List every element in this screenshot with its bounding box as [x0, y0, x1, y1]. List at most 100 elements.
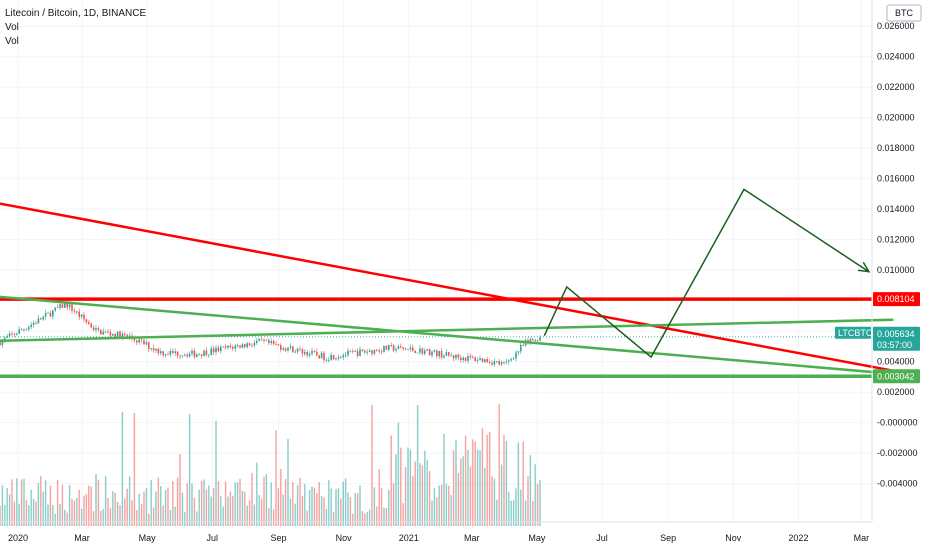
candle-body — [388, 344, 390, 350]
volume-bar — [85, 494, 88, 526]
candle-body — [200, 354, 203, 356]
volume-bar — [140, 503, 143, 526]
candle-body — [412, 347, 414, 351]
candle-body — [426, 349, 428, 351]
currency-badge[interactable]: BTC — [886, 4, 922, 22]
volume-bar — [54, 513, 56, 526]
volume-bar — [186, 483, 188, 526]
volume-bar — [32, 498, 35, 526]
trendline[interactable] — [0, 189, 894, 373]
candle-body — [143, 340, 145, 345]
trendline[interactable] — [0, 318, 894, 343]
x-tick-label: Jul — [596, 533, 608, 543]
volume-bar — [80, 508, 83, 526]
candle-body — [191, 350, 193, 354]
volume-bar — [313, 487, 316, 526]
candle-body — [419, 348, 421, 353]
volume-bar — [270, 482, 272, 526]
volume-indicator-1[interactable]: Vol — [5, 22, 19, 33]
volume-bar — [311, 486, 313, 526]
volume-indicator-2[interactable]: Vol — [5, 36, 19, 47]
candle-body — [116, 331, 119, 338]
candle-body — [124, 333, 126, 336]
x-tick-label: Jul — [207, 533, 219, 543]
y-tick-label: -0.000000 — [877, 418, 918, 428]
volume-bar — [20, 479, 23, 526]
volume-bar — [13, 501, 16, 526]
candle-body — [188, 353, 191, 357]
symbol-title[interactable]: Litecoin / Bitcoin, 1D, BINANCE — [5, 8, 147, 19]
candle-body — [400, 346, 402, 348]
volume-bar — [143, 491, 145, 526]
volume-bar — [217, 481, 220, 526]
candle-body — [112, 334, 114, 336]
volume-bar — [244, 491, 246, 526]
y-tick-label: 0.016000 — [877, 174, 915, 184]
volume-bar — [349, 497, 352, 526]
candle-body — [258, 338, 260, 341]
volume-bar — [121, 411, 124, 526]
volume-bar — [361, 510, 364, 526]
volume-bar — [25, 500, 28, 526]
candle-body — [431, 351, 433, 356]
candle-body — [241, 344, 244, 348]
candle-body — [16, 333, 18, 335]
volume-bar — [400, 447, 402, 526]
y-tick-label: 0.002000 — [877, 387, 915, 397]
y-tick-label: 0.010000 — [877, 265, 915, 275]
volume-bar — [428, 471, 431, 526]
candle-body — [239, 345, 241, 348]
volume-bar — [212, 488, 215, 526]
y-tick-label: -0.004000 — [877, 479, 918, 489]
volume-bar — [366, 512, 368, 526]
volume-bar — [193, 497, 196, 526]
candle-body — [469, 356, 472, 358]
x-tick-label: Sep — [270, 533, 286, 543]
candle-body — [260, 338, 263, 340]
volume-bar — [131, 500, 133, 526]
candle-body — [397, 346, 400, 350]
candle-body — [68, 304, 71, 308]
candle-body — [162, 351, 164, 356]
candle-body — [460, 357, 462, 361]
volume-bar — [522, 441, 524, 526]
volume-bar — [229, 491, 232, 526]
volume-bar — [181, 492, 184, 526]
volume-bar — [222, 506, 224, 526]
candle-body — [440, 350, 443, 358]
candle-body — [325, 359, 328, 361]
candle-body — [277, 344, 280, 346]
volume-bar — [47, 504, 49, 526]
volume-bar — [479, 450, 481, 526]
volume-bar — [23, 478, 25, 526]
candle-body — [184, 354, 186, 356]
last-price-tag — [873, 326, 920, 351]
candle-body — [160, 351, 162, 354]
y-tick-label: 0.020000 — [877, 113, 915, 123]
x-tick-label: Mar — [74, 533, 90, 543]
candle-body — [232, 347, 234, 349]
candle-body — [268, 340, 270, 344]
candle-body — [193, 350, 196, 357]
volume-bar — [419, 463, 421, 526]
level-price-tag — [873, 292, 920, 307]
x-tick-label: 2021 — [399, 533, 419, 543]
projection-line[interactable] — [543, 188, 870, 359]
volume-bar — [241, 490, 244, 526]
candle-body — [52, 310, 54, 317]
volume-bar — [433, 488, 436, 526]
time-axis[interactable]: 2020 Mar May Jul Sep Nov 2021 Mar May Jul Sep Nov 20… — [8, 533, 869, 543]
price-axis[interactable]: 0.026000 0.024000 0.022000 0.020000 0.018000… — [877, 21, 918, 488]
candle-body — [467, 356, 469, 361]
candle-body — [224, 346, 227, 348]
candle-body — [481, 358, 484, 362]
candle-body — [385, 345, 388, 350]
candle-body — [248, 343, 251, 346]
candle-body — [457, 354, 460, 358]
volume-bar — [347, 492, 349, 526]
volume-bar — [301, 495, 304, 526]
candle-body — [217, 347, 220, 352]
candle-body — [424, 350, 426, 354]
volume-bar — [534, 464, 536, 526]
candle-body — [517, 351, 520, 353]
